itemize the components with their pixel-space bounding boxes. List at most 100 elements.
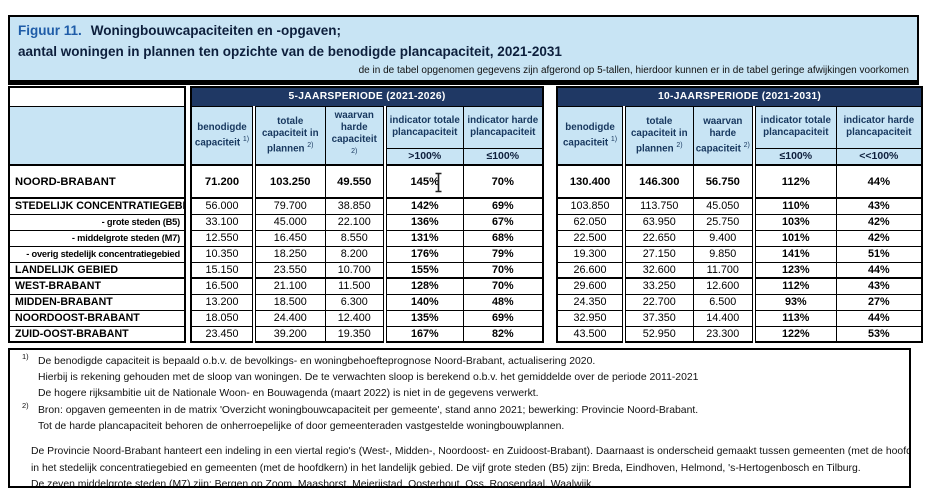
col-header-text: indicator harde plancapaciteit: [467, 115, 539, 138]
value-cell: 23.300: [692, 325, 755, 343]
footnote-line: Hierbij is rekening gehouden met de sloo…: [38, 372, 699, 384]
period-10yr-table: 10-JAARSPERIODE (2021-2031) benodigde ca…: [556, 86, 924, 343]
value-cell: 27%: [835, 293, 923, 311]
footnote-1-marker: 1): [22, 352, 29, 361]
footnote-line: De benodigde capaciteit is bepaald o.b.v…: [38, 356, 596, 367]
col-header-text: indicator totale plancapaciteit: [760, 115, 831, 138]
footnote-ref: 1): [242, 135, 250, 143]
value-cell: 71.200: [190, 164, 255, 199]
col-header-text: indicator totale plancapaciteit: [389, 115, 460, 138]
value-cell: 19.300: [556, 245, 625, 263]
col-header: totale capaciteit in plannen 2): [622, 105, 694, 166]
value-cell: 9.400: [692, 229, 755, 247]
value-cell: 22.650: [622, 229, 694, 247]
corner-cell: [8, 86, 186, 107]
value-cell: 10.700: [324, 261, 386, 279]
value-cell: 14.400: [692, 309, 755, 327]
value-cell: 44%: [835, 309, 923, 327]
value-cell: 26.600: [556, 261, 625, 279]
value-cell: 113.750: [622, 197, 694, 215]
value-cell: 146.300: [622, 164, 694, 199]
value-cell: 45.000: [252, 213, 326, 231]
row-label: MIDDEN-BRABANT: [8, 293, 186, 311]
value-cell: 122%: [752, 325, 837, 343]
value-cell: 42%: [835, 229, 923, 247]
row-label: LANDELIJK GEBIED: [8, 261, 186, 279]
value-cell: 22.100: [324, 213, 386, 231]
value-cell: 103.250: [252, 164, 326, 199]
value-cell: 69%: [462, 309, 544, 327]
figure-title-line: Figuur 11. Woningbouwcapaciteiten en -opg…: [18, 20, 909, 41]
value-cell: 8.200: [324, 245, 386, 263]
footnote-ref: 2): [676, 141, 683, 149]
value-cell: 33.250: [622, 277, 694, 295]
col-header: benodigde capaciteit 1): [556, 105, 625, 166]
value-cell: 142%: [383, 197, 464, 215]
col-header-text: totale capaciteit in plannen: [261, 115, 319, 154]
value-cell: 103.850: [556, 197, 625, 215]
value-cell: 123%: [752, 261, 837, 279]
figure-title: Woningbouwcapaciteiten en -opgaven;: [90, 23, 342, 38]
figure-title-box: Figuur 11. Woningbouwcapaciteiten en -opg…: [8, 15, 919, 85]
row-label: ZUID-OOST-BRABANT: [8, 325, 186, 343]
threshold-cell: >100%: [383, 147, 464, 166]
value-cell: 12.600: [692, 277, 755, 295]
col-header-text: benodigde capaciteit: [194, 121, 247, 148]
value-cell: 56.750: [692, 164, 755, 199]
label-column: NOORD-BRABANT STEDELIJK CONCENTRATIEGEBI…: [8, 86, 186, 343]
value-cell: 131%: [383, 229, 464, 247]
col-header: waarvan harde capaciteit 2): [692, 105, 755, 166]
col-header: benodigde capaciteit 1): [190, 105, 255, 166]
footnote-ref: 2): [351, 147, 358, 155]
value-cell: 110%: [752, 197, 837, 215]
value-cell: 37.350: [622, 309, 694, 327]
capacity-table: NOORD-BRABANT STEDELIJK CONCENTRATIEGEBI…: [8, 86, 924, 343]
value-cell: 29.600: [556, 277, 625, 295]
value-cell: 43.500: [556, 325, 625, 343]
footnote-line: De hogere rijksambitie uit de Nationale …: [38, 388, 539, 400]
value-cell: 69%: [462, 197, 544, 215]
row-label: WEST-BRABANT: [8, 277, 186, 295]
col-header: waarvan harde capaciteit 2): [324, 105, 386, 166]
col-header-text: indicator harde plancapaciteit: [843, 115, 915, 138]
value-cell: 33.100: [190, 213, 255, 231]
value-cell: 53%: [835, 325, 923, 343]
figure-number: Figuur 11.: [18, 23, 82, 38]
value-cell: 23.450: [190, 325, 255, 343]
col-header-text: totale capaciteit in plannen: [630, 115, 688, 154]
value-cell: 12.400: [324, 309, 386, 327]
value-cell: 43%: [835, 277, 923, 295]
value-cell: 141%: [752, 245, 837, 263]
value-cell: 18.050: [190, 309, 255, 327]
value-cell: 23.550: [252, 261, 326, 279]
col-header: indicator harde plancapaciteit: [462, 105, 544, 149]
value-cell: 45.050: [692, 197, 755, 215]
value-cell: 24.350: [556, 293, 625, 311]
value-cell: 22.500: [556, 229, 625, 247]
label-header-cell: [8, 105, 186, 166]
region-note-line: De Provincie Noord-Brabant hanteert een …: [31, 446, 911, 458]
value-cell: 93%: [752, 293, 837, 311]
row-label: NOORD-BRABANT: [8, 164, 186, 199]
threshold-cell: ≤100%: [752, 147, 837, 166]
value-cell: 27.150: [622, 245, 694, 263]
col-header-text: benodigde capaciteit: [562, 121, 615, 148]
value-cell: 38.850: [324, 197, 386, 215]
col-header: totale capaciteit in plannen 2): [252, 105, 326, 166]
value-cell: 63.950: [622, 213, 694, 231]
value-cell: 16.500: [190, 277, 255, 295]
value-cell: 70%: [462, 164, 544, 199]
value-cell: 44%: [835, 164, 923, 199]
value-cell: 68%: [462, 229, 544, 247]
row-label: - middelgrote steden (M7): [8, 229, 186, 247]
value-cell: 8.550: [324, 229, 386, 247]
value-cell: 49.550: [324, 164, 386, 199]
footnote-line: Tot de harde plancapaciteit behoren de o…: [38, 420, 565, 432]
value-cell: 18.250: [252, 245, 326, 263]
group-header-5yr: 5-JAARSPERIODE (2021-2026): [190, 86, 544, 107]
value-cell: 155%: [383, 261, 464, 279]
value-cell: 112%: [752, 277, 837, 295]
value-cell: 70%: [462, 277, 544, 295]
threshold-cell: ≤100%: [462, 147, 544, 166]
